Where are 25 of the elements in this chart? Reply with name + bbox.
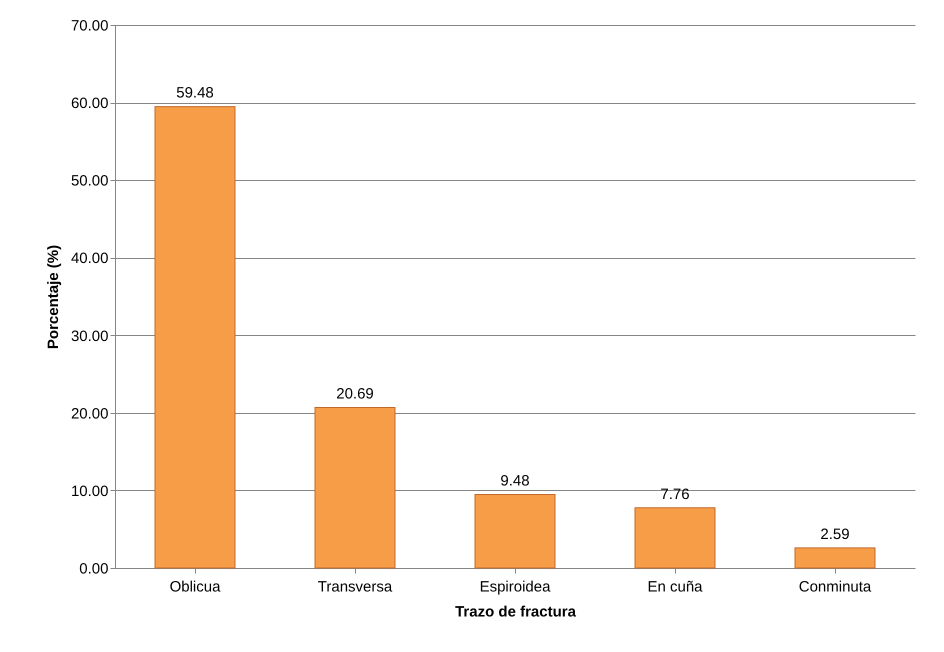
- data-label: 59.48: [176, 84, 214, 102]
- bar: [794, 547, 876, 568]
- y-tick-label: 60.00: [70, 95, 108, 112]
- y-tick-label: 10.00: [70, 482, 108, 500]
- bar: [634, 507, 716, 568]
- bar: [474, 494, 556, 568]
- y-tick-label: 30.00: [70, 328, 108, 345]
- x-tick-label: Conminuta: [798, 578, 872, 596]
- bar: [314, 407, 396, 568]
- x-tick-label: Transversa: [318, 578, 393, 596]
- y-tick-label: 70.00: [70, 18, 108, 34]
- x-tick-label: Oblicua: [170, 578, 222, 596]
- data-label: 20.69: [336, 386, 374, 403]
- y-tick-label: 20.00: [70, 405, 108, 422]
- x-tick-label: Espiroidea: [480, 578, 552, 596]
- x-axis-title: Trazo de fractura: [455, 604, 577, 620]
- bar: [154, 106, 236, 568]
- y-axis-title: Porcentaje (%): [44, 244, 62, 350]
- y-tick-label: 40.00: [70, 250, 108, 268]
- x-tick-label: En cuña: [647, 578, 704, 596]
- data-label: 7.76: [660, 486, 690, 503]
- data-label: 9.48: [500, 472, 530, 490]
- data-label: 2.59: [820, 526, 850, 543]
- y-tick-label: 0.00: [79, 560, 108, 578]
- y-tick-label: 50.00: [70, 172, 108, 190]
